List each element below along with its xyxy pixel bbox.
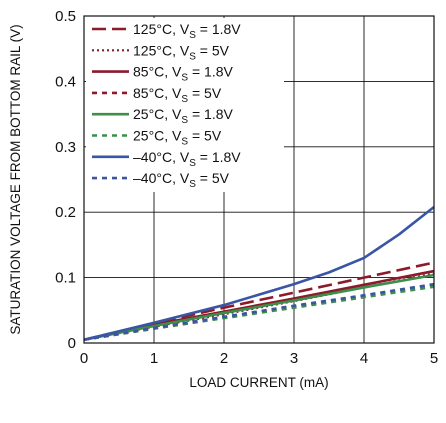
x-tick-label: 5 [430, 350, 438, 367]
x-tick-label: 2 [220, 350, 228, 367]
x-tick-label: 3 [290, 350, 298, 367]
series-line-4 [83, 273, 435, 342]
y-tick-label: 0.2 [55, 204, 76, 221]
legend-item: 25°C, VS = 5V [92, 128, 222, 148]
series-line-6 [83, 205, 435, 341]
series-lines [83, 205, 435, 342]
legend-box [86, 18, 284, 192]
legend-item: –40°C, VS = 1.8V [92, 149, 241, 169]
y-tick-label: 0.5 [55, 8, 76, 25]
x-tick-label: 4 [360, 350, 368, 367]
y-tick-label: 0 [68, 335, 76, 352]
legend-label: 25°C, VS = 1.8V [133, 106, 233, 126]
legend-item: 85°C, VS = 5V [92, 85, 222, 105]
legend-item: 85°C, VS = 1.8V [92, 64, 233, 84]
y-tick-label: 0.3 [55, 139, 76, 156]
legend-label: –40°C, VS = 1.8V [133, 149, 241, 169]
x-tick-label: 0 [80, 350, 88, 367]
series-line-7 [83, 282, 435, 342]
legend-label: 125°C, VS = 1.8V [133, 21, 241, 41]
legend-label: 85°C, VS = 1.8V [133, 64, 233, 84]
x-axis-label: LOAD CURRENT (mA) [189, 375, 328, 390]
tick-labels: 0 1 2 3 4 5 0 0.1 0.2 0.3 0.4 0.5 [55, 8, 438, 367]
legend-item: –40°C, VS = 5V [92, 170, 230, 190]
y-tick-label: 0.4 [55, 73, 76, 90]
legend-item: 125°C, VS = 1.8V [92, 21, 241, 41]
plot-frame [83, 15, 435, 344]
legend-item: 125°C, VS = 5V [92, 42, 230, 62]
legend-label: 125°C, VS = 5V [133, 42, 230, 62]
y-tick-label: 0.1 [55, 270, 76, 287]
legend-label: 25°C, VS = 5V [133, 128, 222, 148]
legend-item: 25°C, VS = 1.8V [92, 106, 233, 126]
y-axis-label: SATURATION VOLTAGE FROM BOTTOM RAIL (V) [8, 24, 23, 334]
legend-label: –40°C, VS = 5V [133, 170, 230, 190]
legend-label: 85°C, VS = 5V [133, 85, 222, 105]
x-tick-label: 1 [150, 350, 158, 367]
